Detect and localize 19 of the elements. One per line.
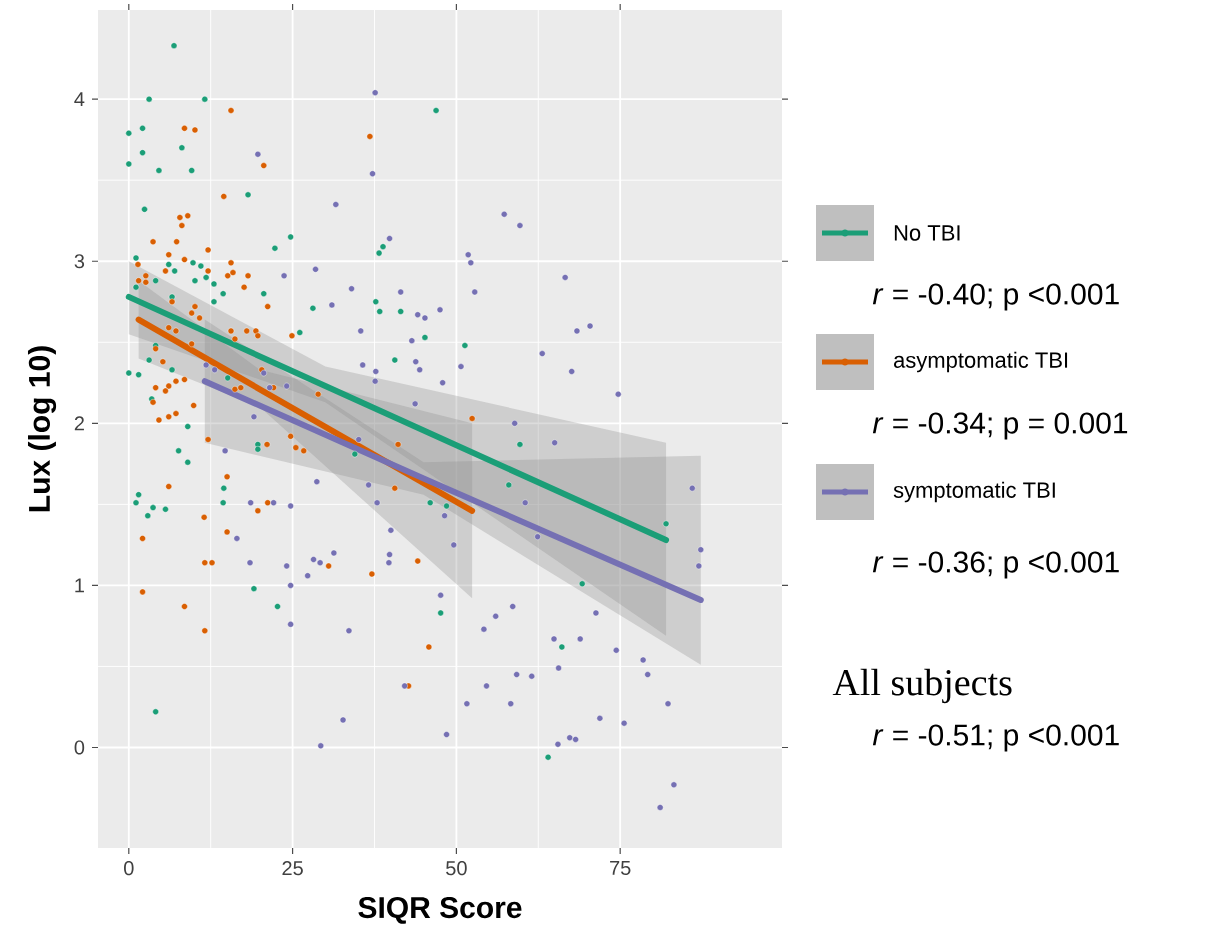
x-tick-label: 25 — [282, 861, 303, 876]
x-tick-label: 75 — [610, 861, 631, 875]
text: r = -0.34; p = 0.001 — [872, 412, 1128, 440]
text: r = -0.40; p <0.001 — [872, 283, 1119, 311]
text: r = -0.51; p <0.001 — [872, 724, 1119, 752]
text: All subjects — [832, 668, 1012, 704]
x-tick-label: 50 — [446, 861, 467, 876]
y-tick-label: 3 — [74, 254, 85, 269]
y-tick-label: 4 — [74, 92, 85, 107]
legend-label: symptomatic TBI — [893, 481, 1055, 503]
text: r = -0.36; p <0.001 — [872, 551, 1119, 579]
legend-label: No TBI — [894, 225, 960, 241]
y-tick-label: 0 — [74, 740, 85, 755]
x-axis-title: SIQR Score — [358, 896, 522, 924]
x-tick-label: 0 — [124, 861, 134, 876]
y-axis-title: Lux (log 10) — [27, 346, 57, 512]
y-tick-label: 1 — [75, 578, 84, 593]
legend-label: asymptomatic TBI — [894, 351, 1068, 373]
y-tick-label: 2 — [74, 416, 84, 431]
